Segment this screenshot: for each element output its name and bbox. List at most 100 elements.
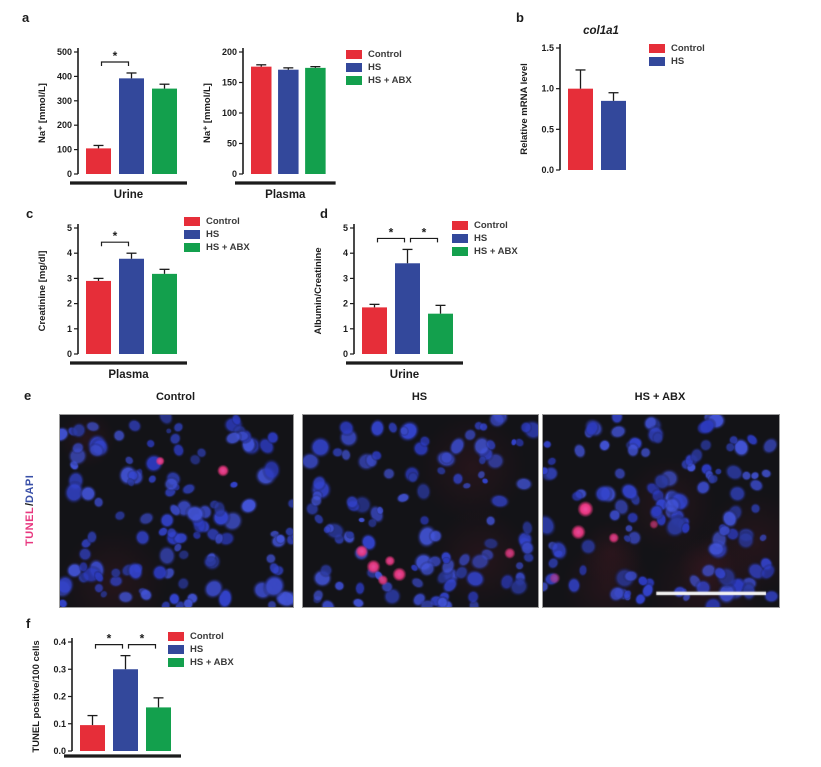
panel-a-letter: a	[22, 10, 30, 25]
legend-label: HS + ABX	[190, 656, 234, 668]
legend-row: HS	[452, 232, 518, 245]
y-tick-label: 0	[232, 169, 237, 179]
y-tick-label: 0.0	[53, 746, 66, 756]
y-tick-label: 2	[67, 299, 72, 309]
x-group-label: Plasma	[108, 369, 149, 381]
y-tick-label: 0	[67, 169, 72, 179]
y-tick-label: 0.3	[53, 664, 66, 674]
sig-star: *	[113, 229, 118, 243]
y-tick-label: 0	[343, 349, 348, 359]
legend-swatch-hs	[184, 230, 200, 239]
legend-swatch-hs_abx	[184, 243, 200, 252]
bar-Control	[86, 280, 111, 354]
legend-label: Control	[474, 219, 508, 231]
y-tick-label: 3	[343, 273, 348, 283]
bar-Control	[86, 148, 111, 174]
bar-Control	[80, 725, 105, 751]
y-tick-label: 1	[343, 324, 348, 334]
legend-row: HS + ABX	[168, 656, 234, 669]
legend-swatch-hs	[168, 645, 184, 654]
y-tick-label: 100	[222, 108, 237, 118]
legend-row: HS	[346, 61, 412, 74]
legend-swatch-hs_abx	[168, 658, 184, 667]
legend-swatch-control	[649, 44, 665, 53]
legend-swatch-hs_abx	[452, 247, 468, 256]
y-axis-label: Na⁺ [mmol/L]	[202, 83, 213, 143]
panel-e-letter: e	[24, 388, 32, 403]
bar-HS + ABX	[152, 273, 177, 354]
legend-label: Control	[206, 215, 240, 227]
stain-tunel-text: TUNEL	[24, 506, 36, 546]
sig-star: *	[107, 632, 112, 646]
bar-HS	[601, 100, 626, 170]
y-tick-label: 150	[222, 78, 237, 88]
legend-swatch-control	[452, 221, 468, 230]
bar-Control	[251, 66, 272, 174]
legend-label: HS + ABX	[206, 241, 250, 253]
legend-row: HS + ABX	[346, 74, 412, 87]
y-tick-label: 0.4	[53, 637, 66, 647]
micrograph-hs-abx-image	[542, 414, 780, 608]
y-tick-label: 100	[57, 145, 72, 155]
chart-a-urine: 0 100 200 300 400 500 Na⁺ [mmol/L] * Urine	[37, 47, 187, 201]
legend-label: HS	[474, 232, 488, 244]
legend-row: Control	[346, 48, 412, 61]
legend-swatch-hs	[649, 57, 665, 66]
legend-label: HS	[190, 643, 204, 655]
legend-swatch-hs_abx	[346, 76, 362, 85]
y-tick-label: 500	[57, 47, 72, 57]
bar-Control	[568, 88, 593, 170]
legend-panel-a: Control HS HS + ABX	[346, 48, 412, 87]
x-group-label: Plasma	[265, 189, 306, 201]
legend-panel-f: Control HS HS + ABX	[168, 630, 234, 669]
chart-a-plasma: 0 50 100 150 200 Na⁺ [mmol/L] Plasma	[202, 47, 336, 201]
y-tick-label: 1.5	[541, 43, 554, 53]
micrograph-control-image	[59, 414, 294, 608]
legend-swatch-control	[184, 217, 200, 226]
legend-row: Control	[184, 215, 250, 228]
y-tick-label: 1.0	[541, 84, 554, 94]
legend-panel-d: Control HS HS + ABX	[452, 219, 518, 258]
bar-HS + ABX	[152, 88, 177, 174]
panel-c-letter: c	[26, 206, 34, 221]
panel-b-letter: b	[516, 10, 524, 25]
y-tick-label: 0.1	[53, 719, 66, 729]
legend-label: HS	[368, 61, 382, 73]
y-tick-label: 0.0	[541, 165, 554, 175]
legend-row: HS + ABX	[452, 245, 518, 258]
stain-dapi-text: DAPI	[24, 474, 36, 503]
legend-row: HS	[168, 643, 234, 656]
sig-bracket	[376, 237, 406, 243]
legend-swatch-hs	[452, 234, 468, 243]
y-axis-label: TUNEL positive/100 cells	[31, 640, 42, 752]
legend-row: Control	[649, 42, 705, 55]
chart-c-creatinine: 0 1 2 3 4 5 Creatinine [mg/dl] * Plasma	[37, 223, 187, 381]
x-group-label: Urine	[114, 189, 143, 201]
y-tick-label: 2	[343, 299, 348, 309]
micrograph-hs-image	[302, 414, 539, 608]
y-axis-label: Creatinine [mg/dl]	[37, 251, 48, 332]
bar-HS + ABX	[428, 313, 453, 354]
sig-bracket	[100, 61, 130, 66]
legend-row: HS	[649, 55, 705, 68]
y-tick-label: 300	[57, 96, 72, 106]
bar-HS	[119, 78, 144, 174]
legend-swatch-hs	[346, 63, 362, 72]
legend-row: Control	[168, 630, 234, 643]
legend-label: Control	[368, 48, 402, 60]
bar-HS	[113, 669, 138, 751]
y-tick-label: 4	[67, 248, 72, 258]
sig-star: *	[113, 49, 118, 63]
legend-panel-b: Control HS	[649, 42, 705, 68]
stain-slash-text: /	[24, 502, 36, 507]
legend-label: Control	[671, 42, 705, 54]
panel-d-letter: d	[320, 206, 328, 221]
y-tick-label: 3	[67, 273, 72, 283]
sig-bracket	[94, 644, 124, 649]
y-tick-label: 200	[57, 120, 72, 130]
legend-swatch-control	[168, 632, 184, 641]
sig-star: *	[140, 632, 145, 646]
y-axis-label: Na⁺ [mmol/L]	[37, 83, 48, 143]
y-tick-label: 200	[222, 47, 237, 57]
